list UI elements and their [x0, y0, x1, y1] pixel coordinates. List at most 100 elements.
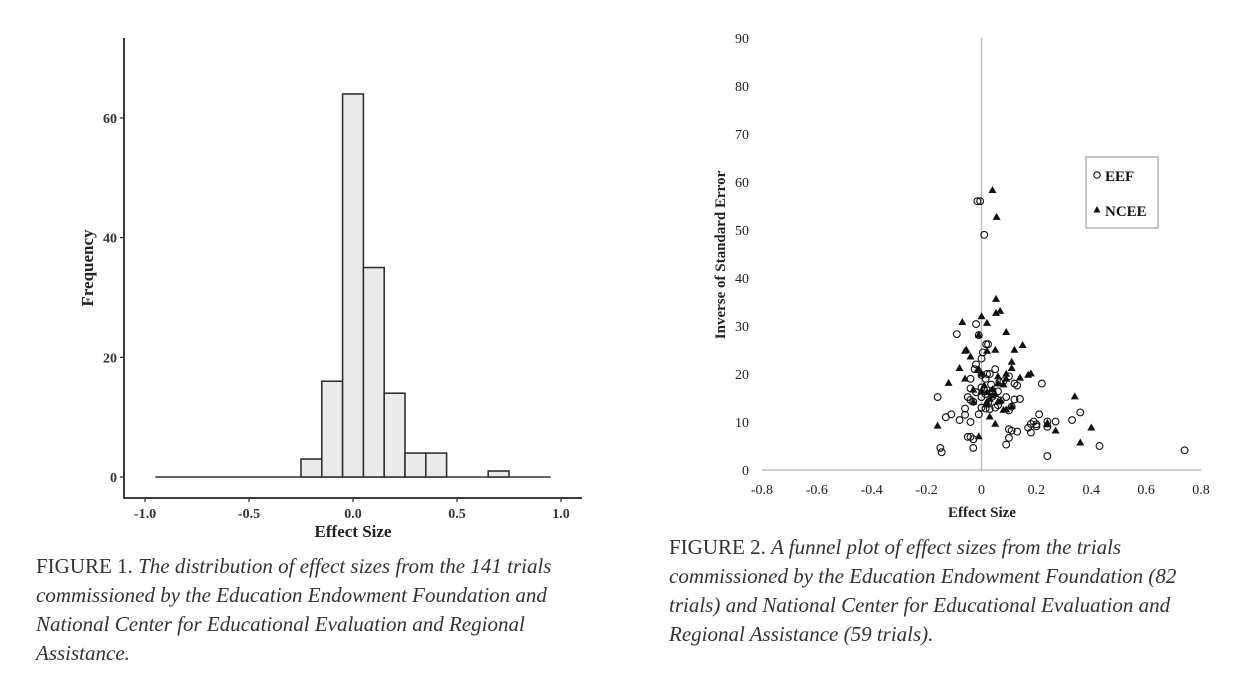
- eef-point: [966, 418, 975, 426]
- histogram-bars: [155, 93, 551, 478]
- eef-point: [991, 403, 1000, 412]
- ncee-point: [1002, 328, 1011, 336]
- eef-point: [961, 404, 969, 413]
- eef-point: [995, 378, 1004, 387]
- histogram-y-tick-label: 40: [103, 232, 117, 247]
- eef-point: [985, 405, 994, 413]
- eef-point: [991, 365, 1000, 374]
- eef-point: [966, 432, 975, 441]
- eef-point: [1024, 423, 1033, 432]
- ncee-point: [985, 412, 994, 420]
- eef-point: [996, 396, 1005, 405]
- eef-point: [988, 386, 997, 395]
- histogram-bar-0: [300, 458, 323, 478]
- eef-point: [988, 392, 997, 401]
- eef-point: [972, 388, 980, 397]
- figure-1-histogram: -1.0 -0.5 0.0 0.5 1.0 0 20 40 60 Effect Size Fr…: [78, 38, 582, 541]
- funnel-y-tick-label: 90: [735, 32, 749, 47]
- ncee-point: [992, 294, 1001, 302]
- eef-point: [969, 443, 978, 452]
- ncee-point: [999, 380, 1008, 388]
- eef-point: [1032, 420, 1041, 429]
- eef-point: [980, 230, 989, 239]
- eef-point: [1180, 446, 1189, 455]
- eef-point: [933, 393, 942, 401]
- eef-point: [1051, 417, 1060, 426]
- eef-point: [1013, 427, 1022, 436]
- funnel-y-tick-label: 50: [735, 224, 749, 239]
- eef-point: [955, 416, 964, 425]
- legend-box: [1085, 156, 1159, 229]
- ncee-point: [988, 391, 997, 399]
- histogram-y-ticks: 0 20 40 60: [103, 112, 124, 486]
- ncee-point: [1043, 418, 1052, 426]
- ncee-point: [933, 421, 942, 429]
- ncee-point: [982, 397, 991, 405]
- eef-point: [969, 435, 978, 444]
- ncee-point: [988, 185, 997, 193]
- eef-point: [983, 370, 991, 378]
- eef-point: [1095, 442, 1104, 450]
- ncee-point: [1002, 369, 1011, 377]
- figure-2-caption-text: A funnel plot of effect sizes from the t…: [669, 535, 1177, 646]
- ncee-point: [996, 306, 1005, 314]
- funnel-points: [933, 185, 1189, 461]
- eef-point: [1013, 381, 1022, 390]
- figure-2-caption: FIGURE 2. A funnel plot of effect sizes …: [669, 533, 1229, 649]
- histogram-bar-6: [424, 452, 448, 478]
- ncee-point: [977, 386, 986, 394]
- ncee-point: [992, 308, 1001, 316]
- eef-point: [973, 197, 982, 206]
- ncee-point: [961, 374, 970, 382]
- ncee-point: [1015, 373, 1024, 381]
- histogram-bar-4: [383, 392, 406, 478]
- eef-point: [1037, 379, 1046, 388]
- histogram-y-tick-label: 0: [110, 471, 117, 486]
- funnel-y-ticks: 0 10 20 30 40 50 60 70 80 90: [735, 32, 749, 479]
- eef-point: [978, 348, 987, 357]
- eef-point: [977, 383, 986, 392]
- ncee-point: [974, 330, 983, 338]
- eef-point: [1043, 417, 1052, 426]
- figure-1-caption-label: FIGURE 1.: [36, 554, 133, 578]
- eef-point: [977, 371, 986, 379]
- funnel-x-tick-label: -0.2: [916, 483, 938, 498]
- ncee-point: [977, 312, 986, 320]
- ncee-point: [958, 317, 967, 325]
- funnel-legend: EEF NCEE: [1085, 156, 1159, 229]
- eef-point: [972, 360, 980, 369]
- eef-point: [1010, 379, 1019, 388]
- eef-point: [1015, 395, 1024, 403]
- eef-point: [966, 384, 975, 393]
- funnel-x-tick-label: 0.8: [1192, 483, 1210, 498]
- ncee-point: [991, 345, 1000, 353]
- figure-1-caption: FIGURE 1. The distribution of effect siz…: [36, 552, 606, 668]
- eef-point: [982, 340, 991, 349]
- eef-point: [1032, 422, 1041, 431]
- histogram-x-axis-label: Effect Size: [315, 522, 392, 541]
- ncee-point: [969, 385, 978, 393]
- eef-point: [952, 330, 961, 339]
- ncee-point: [988, 385, 997, 393]
- ncee-point: [944, 378, 953, 386]
- ncee-point: [973, 365, 982, 373]
- eef-point: [936, 443, 945, 452]
- eef-point: [937, 448, 946, 457]
- figure-2-caption-label: FIGURE 2.: [669, 535, 766, 559]
- eef-point: [1002, 393, 1011, 401]
- histogram-bar-5: [404, 452, 427, 478]
- ncee-point: [977, 369, 986, 377]
- funnel-x-tick-label: -0.6: [806, 483, 828, 498]
- eef-point: [977, 354, 986, 363]
- histogram-bar-7: [487, 470, 510, 478]
- eef-point: [974, 410, 983, 419]
- funnel-x-ticks: -0.8 -0.6 -0.4 -0.2 0 0.2 0.4 0.6 0.8: [751, 483, 1210, 498]
- eef-point: [1007, 426, 1016, 435]
- ncee-point: [955, 364, 964, 372]
- histogram-x-ticks: -1.0 -0.5 0.0 0.5 1.0: [134, 498, 570, 522]
- eef-point: [987, 380, 996, 389]
- eef-point: [1043, 452, 1052, 461]
- ncee-point: [962, 345, 971, 353]
- eef-point: [977, 403, 986, 412]
- eef-point: [977, 393, 986, 401]
